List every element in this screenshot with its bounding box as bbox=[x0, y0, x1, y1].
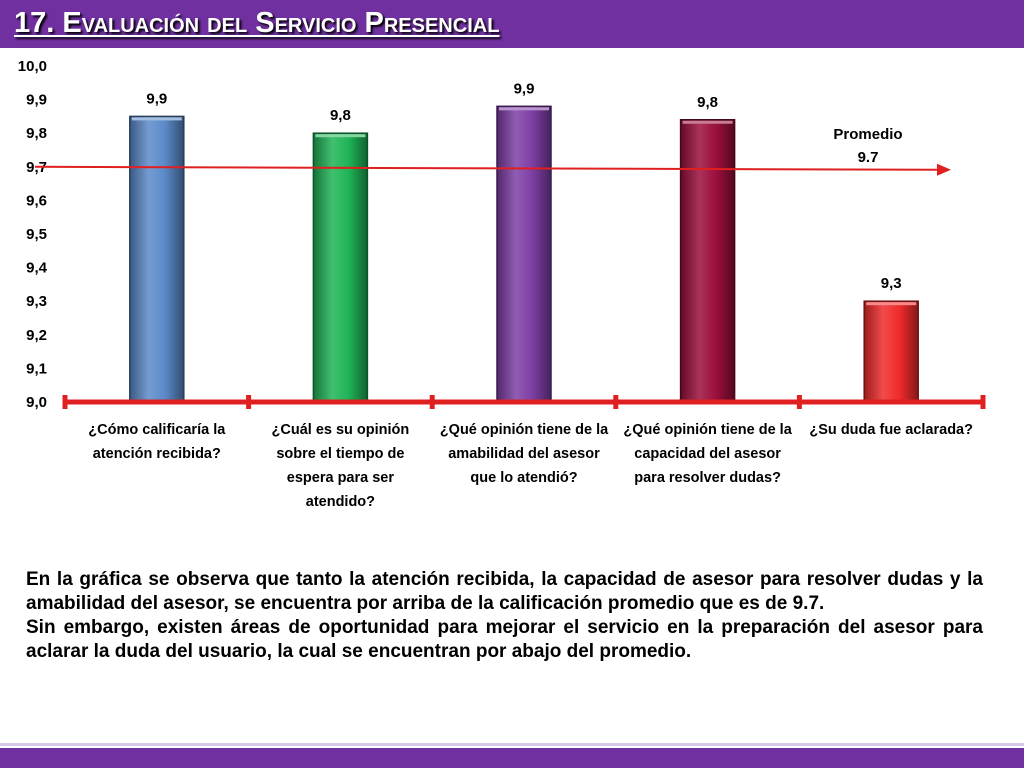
average-line bbox=[34, 165, 941, 171]
description-paragraph-1: En la gráfica se observa que tanto la at… bbox=[26, 569, 983, 614]
bar-chart: 9,09,19,29,39,49,59,69,79,89,910,09,99,8… bbox=[18, 58, 986, 510]
y-tick-label: 9,2 bbox=[26, 327, 47, 344]
y-tick-label: 9,6 bbox=[26, 192, 47, 209]
bar-top-highlight bbox=[499, 107, 549, 111]
data-label: 9,8 bbox=[697, 94, 718, 111]
bar-top-highlight bbox=[315, 134, 366, 138]
y-tick-label: 9,3 bbox=[26, 293, 47, 310]
average-value: 9.7 bbox=[858, 149, 879, 166]
category-label: ¿Qué opinión tiene de la amabilidad del a… bbox=[440, 422, 609, 486]
y-tick-label: 9,0 bbox=[26, 394, 47, 411]
bar bbox=[129, 115, 185, 403]
bar-top-highlight bbox=[682, 120, 733, 124]
y-tick-label: 9,9 bbox=[26, 92, 47, 109]
data-label: 9,8 bbox=[330, 107, 351, 124]
bottom-divider bbox=[0, 743, 1024, 746]
category-label: ¿Su duda fue aclarada? bbox=[809, 422, 973, 438]
y-tick-label: 9,1 bbox=[26, 360, 47, 377]
average-arrow-icon bbox=[937, 163, 951, 176]
average-label: Promedio bbox=[833, 126, 902, 143]
description-block: En la gráfica se observa que tanto la at… bbox=[26, 568, 983, 664]
data-label: 9,3 bbox=[881, 275, 902, 292]
data-label: 9,9 bbox=[514, 80, 535, 97]
bar bbox=[496, 105, 552, 403]
y-tick-label: 9,8 bbox=[26, 125, 47, 142]
y-tick-label: 9,4 bbox=[26, 260, 48, 277]
data-label: 9,9 bbox=[146, 90, 167, 107]
slide-title: 17. Evaluación del Servicio Presencial bbox=[14, 7, 500, 39]
category-label: ¿Cómo calificaría la atención recibida? bbox=[88, 422, 226, 462]
bar-top-highlight bbox=[131, 117, 182, 121]
y-tick-label: 9,5 bbox=[26, 226, 47, 243]
category-label: ¿Cuál es su opinión sobre el tiempo de esp… bbox=[272, 422, 410, 510]
description-paragraph-2: Sin embargo, existen áreas de oportunida… bbox=[26, 617, 983, 662]
category-label: ¿Qué opinión tiene de la capacidad del as… bbox=[623, 422, 792, 486]
bar-top-highlight bbox=[866, 302, 917, 306]
title-bar: 17. Evaluación del Servicio Presencial bbox=[0, 0, 1024, 48]
bar bbox=[679, 119, 736, 403]
bottom-bar bbox=[0, 748, 1024, 768]
bar bbox=[312, 132, 369, 403]
bar bbox=[863, 300, 919, 403]
y-tick-label: 10,0 bbox=[18, 58, 47, 75]
